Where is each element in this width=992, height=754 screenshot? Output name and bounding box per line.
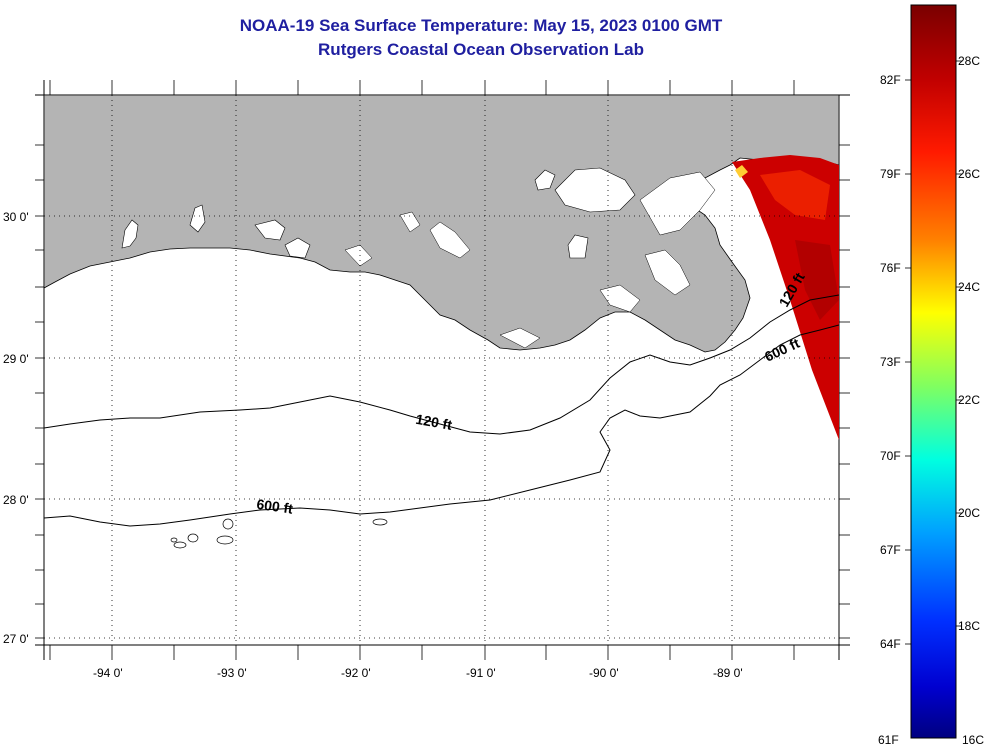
map-subtitle: Rutgers Coastal Ocean Observation Lab xyxy=(318,40,644,59)
lon-label-94: -94 0' xyxy=(93,666,123,680)
cb-label-76F: 76F xyxy=(880,261,901,275)
marsh-7 xyxy=(499,327,541,349)
lon-label-90: -90 0' xyxy=(589,666,619,680)
cb-label-61F: 61F xyxy=(878,733,899,747)
cb-label-24C: 24C xyxy=(958,280,980,294)
colorbar xyxy=(910,4,957,739)
cb-label-16C: 16C xyxy=(962,733,984,747)
sst-swath xyxy=(732,155,839,440)
top-ticks xyxy=(49,80,795,95)
bottom-ticks xyxy=(49,645,795,660)
lon-label-92: -92 0' xyxy=(341,666,371,680)
marsh-6 xyxy=(599,284,641,313)
cb-label-73F: 73F xyxy=(880,355,901,369)
cb-label-22C: 22C xyxy=(958,393,980,407)
cb-label-70F: 70F xyxy=(880,449,901,463)
lon-label-93: -93 0' xyxy=(217,666,247,680)
left-ticks xyxy=(35,144,44,639)
marsh-5 xyxy=(644,249,691,296)
lake-white xyxy=(254,219,286,241)
lake-calcasieu xyxy=(121,219,139,249)
lat-label-29: 29 0' xyxy=(3,352,29,366)
contour-600ft xyxy=(44,324,839,527)
sst-swath-hot xyxy=(760,170,830,220)
cb-label-26C: 26C xyxy=(958,167,980,181)
cb-label-64F: 64F xyxy=(880,637,901,651)
lake-grand xyxy=(284,237,311,259)
lat-label-28: 28 0' xyxy=(3,493,29,507)
sst-swath-dark xyxy=(795,240,839,320)
sst-swath-warm xyxy=(735,165,748,178)
lon-label-91: -91 0' xyxy=(466,666,496,680)
cb-label-79F: 79F xyxy=(880,167,901,181)
lake-maurepas xyxy=(534,169,556,191)
lat-label-30: 30 0' xyxy=(3,210,29,224)
lake-sabine xyxy=(189,204,206,233)
cb-label-82F: 82F xyxy=(880,73,901,87)
marsh-1 xyxy=(429,221,471,259)
lake-pont xyxy=(554,167,636,213)
marsh-2 xyxy=(399,211,421,233)
cb-label-20C: 20C xyxy=(958,506,980,520)
tick-frame xyxy=(35,80,850,660)
graticule xyxy=(44,95,839,645)
map-title: NOAA-19 Sea Surface Temperature: May 15,… xyxy=(239,16,723,35)
marsh-3 xyxy=(344,244,373,267)
lat-label-27: 27 0' xyxy=(3,632,29,646)
cb-label-67F: 67F xyxy=(880,543,901,557)
contour-label-600: 600 ft xyxy=(256,496,295,517)
contour-label-120: 120 ft xyxy=(415,411,454,433)
lon-label-89: -89 0' xyxy=(713,666,743,680)
cb-label-18C: 18C xyxy=(958,619,980,633)
marsh-4 xyxy=(639,171,716,236)
contour-120ft xyxy=(44,294,839,435)
right-ticks xyxy=(839,144,850,639)
colorbar-ticks xyxy=(905,60,962,645)
cb-label-28C: 28C xyxy=(958,54,980,68)
reefs xyxy=(170,518,388,549)
lake-salvador xyxy=(567,234,589,259)
